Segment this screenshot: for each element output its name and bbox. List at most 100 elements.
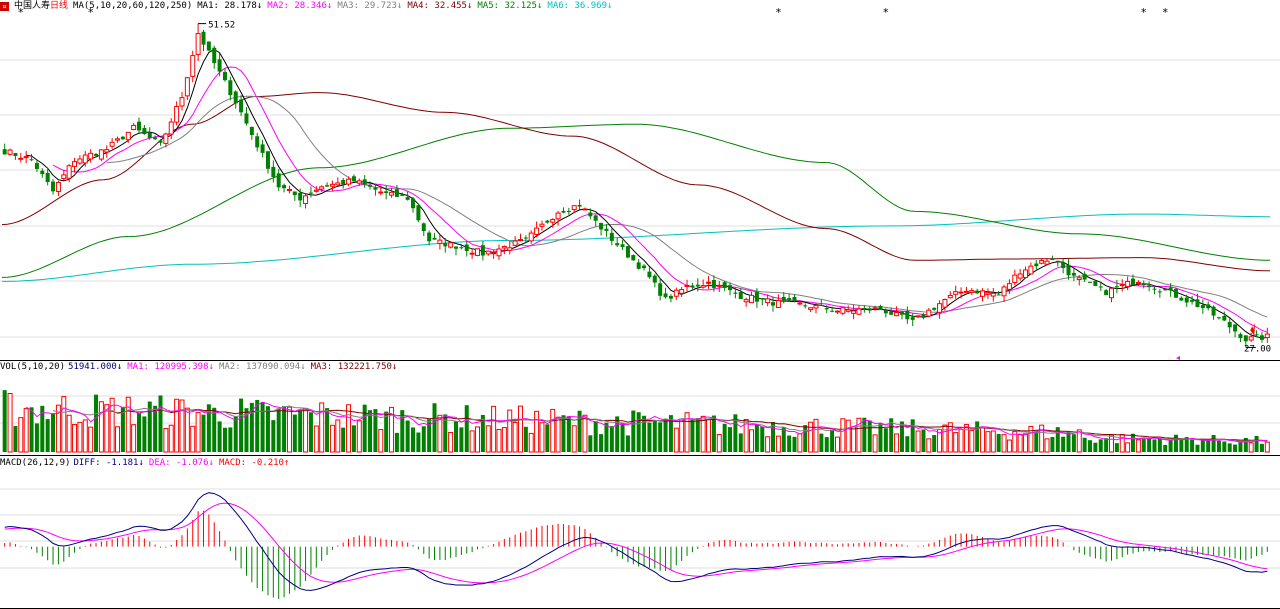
- candle-body-up: [313, 189, 319, 192]
- candle-body-up: [1076, 277, 1082, 281]
- volume-bar-up: [335, 419, 341, 453]
- candle-body-down: [147, 132, 152, 139]
- volume-bar-down: [158, 395, 163, 452]
- volume-bar-down: [566, 416, 571, 452]
- ma-value-4: MA4: 32.455↓: [407, 1, 473, 11]
- candle-body-up: [475, 248, 480, 256]
- candle-body-down: [830, 310, 835, 312]
- candle-body-down: [642, 265, 647, 269]
- volume-bar-up: [571, 425, 577, 453]
- volume-bar-down: [760, 426, 765, 452]
- volume-bar-up: [1028, 425, 1034, 453]
- volume-bar-up: [469, 430, 475, 453]
- volume-bar-down: [292, 414, 297, 452]
- event-marker-icon: *: [87, 6, 94, 19]
- volume-bar-down: [781, 427, 786, 452]
- candle-body-up: [834, 310, 840, 313]
- candle-body-up: [109, 141, 115, 147]
- candle-body-up: [88, 152, 94, 160]
- candle-body-down: [889, 311, 894, 315]
- volume-bar-down: [244, 408, 249, 452]
- volume-bar-down: [593, 421, 598, 452]
- volume-bar-up: [195, 412, 201, 453]
- candle-body-up: [1125, 280, 1131, 288]
- macd-header: MACD(26,12,9) DIFF: -1.181↓ DEA: -1.076↓ MA…: [0, 457, 299, 469]
- volume-bar-up: [82, 419, 88, 453]
- candle-body-down: [711, 279, 716, 288]
- volume-bar-down: [222, 427, 227, 452]
- volume-bar-up: [990, 430, 996, 453]
- candle-body-down: [153, 137, 158, 140]
- candle-body-up: [942, 299, 948, 308]
- candle-body-up: [66, 165, 72, 179]
- candle-body-down: [1147, 285, 1152, 288]
- candle-body-down: [427, 232, 432, 242]
- candle-body-up: [1248, 336, 1254, 341]
- candle-body-up: [437, 239, 443, 245]
- volume-bar-up: [872, 434, 878, 453]
- volume-bar-down: [921, 429, 926, 452]
- volume-bar-up: [109, 397, 115, 453]
- candle-body-down: [362, 179, 367, 185]
- candle-body-down: [1088, 281, 1093, 283]
- candle-body-down: [663, 293, 668, 298]
- volume-bar-up: [501, 427, 507, 453]
- volume-bar-up: [131, 424, 137, 453]
- candle-body-up: [673, 289, 679, 297]
- volume-bar-up: [179, 399, 185, 453]
- volume-bar-up: [1044, 438, 1050, 453]
- candle-body-down: [137, 121, 142, 131]
- volume-bar-down: [142, 416, 147, 452]
- volume-bar-up: [985, 431, 991, 453]
- candle-body-up: [808, 307, 814, 310]
- candle-body-down: [803, 305, 808, 307]
- candle-body-down: [905, 310, 910, 320]
- period-label[interactable]: 日线: [50, 1, 69, 11]
- candle-body-down: [760, 298, 765, 300]
- volume-bar-down: [1227, 443, 1232, 452]
- candle-body-up: [389, 191, 395, 196]
- candle-body-down: [1066, 264, 1071, 276]
- volume-header: VOL(5,10,20) 51941.000↓ MA1: 120995.398↓ MA…: [0, 361, 407, 373]
- stock-flag-icon[interactable]: ¤: [0, 2, 9, 11]
- candle-body-down: [443, 243, 448, 247]
- candle-body-down: [1098, 286, 1103, 288]
- candle-body-up: [501, 245, 507, 249]
- event-marker-icon: *: [1140, 6, 1147, 19]
- candle-body-up: [1044, 260, 1050, 265]
- volume-bar-up: [23, 408, 29, 453]
- volume-bar-down: [271, 420, 276, 452]
- volume-bar-down: [658, 422, 663, 452]
- candle-body-down: [867, 308, 872, 311]
- volume-bar-down: [636, 412, 641, 452]
- signal-arrow-icon: [1248, 313, 1256, 336]
- volume-bar-up: [66, 414, 72, 453]
- volume-bar-up: [969, 430, 975, 453]
- candle-body-up: [582, 208, 588, 211]
- volume-bar-down: [1200, 440, 1205, 452]
- volume-bar-down: [588, 435, 593, 452]
- candle-body-up: [743, 299, 749, 303]
- candle-body-up: [303, 195, 309, 205]
- candle-body-up: [765, 298, 771, 304]
- volume-bar-down: [889, 418, 894, 452]
- candle-body-up: [679, 289, 685, 294]
- candle-body-up: [346, 178, 352, 185]
- volume-bar-down: [368, 410, 373, 452]
- volume-bar-up: [1135, 439, 1141, 453]
- candle-body-up: [953, 291, 959, 295]
- candle-body-up: [985, 292, 991, 295]
- volume-bar-down: [545, 424, 550, 452]
- candle-body-down: [239, 99, 244, 113]
- candle-body-up: [851, 310, 857, 314]
- candle-body-down: [255, 136, 260, 148]
- volume-bar-down: [464, 405, 469, 452]
- candle-body-down: [308, 192, 313, 194]
- candle-body-down: [1259, 335, 1264, 340]
- candle-body-down: [142, 128, 147, 135]
- volume-bar-down: [120, 406, 125, 452]
- candle-body-down: [754, 291, 759, 302]
- volume-bar-up: [555, 416, 561, 453]
- volume-bar-down: [631, 410, 636, 452]
